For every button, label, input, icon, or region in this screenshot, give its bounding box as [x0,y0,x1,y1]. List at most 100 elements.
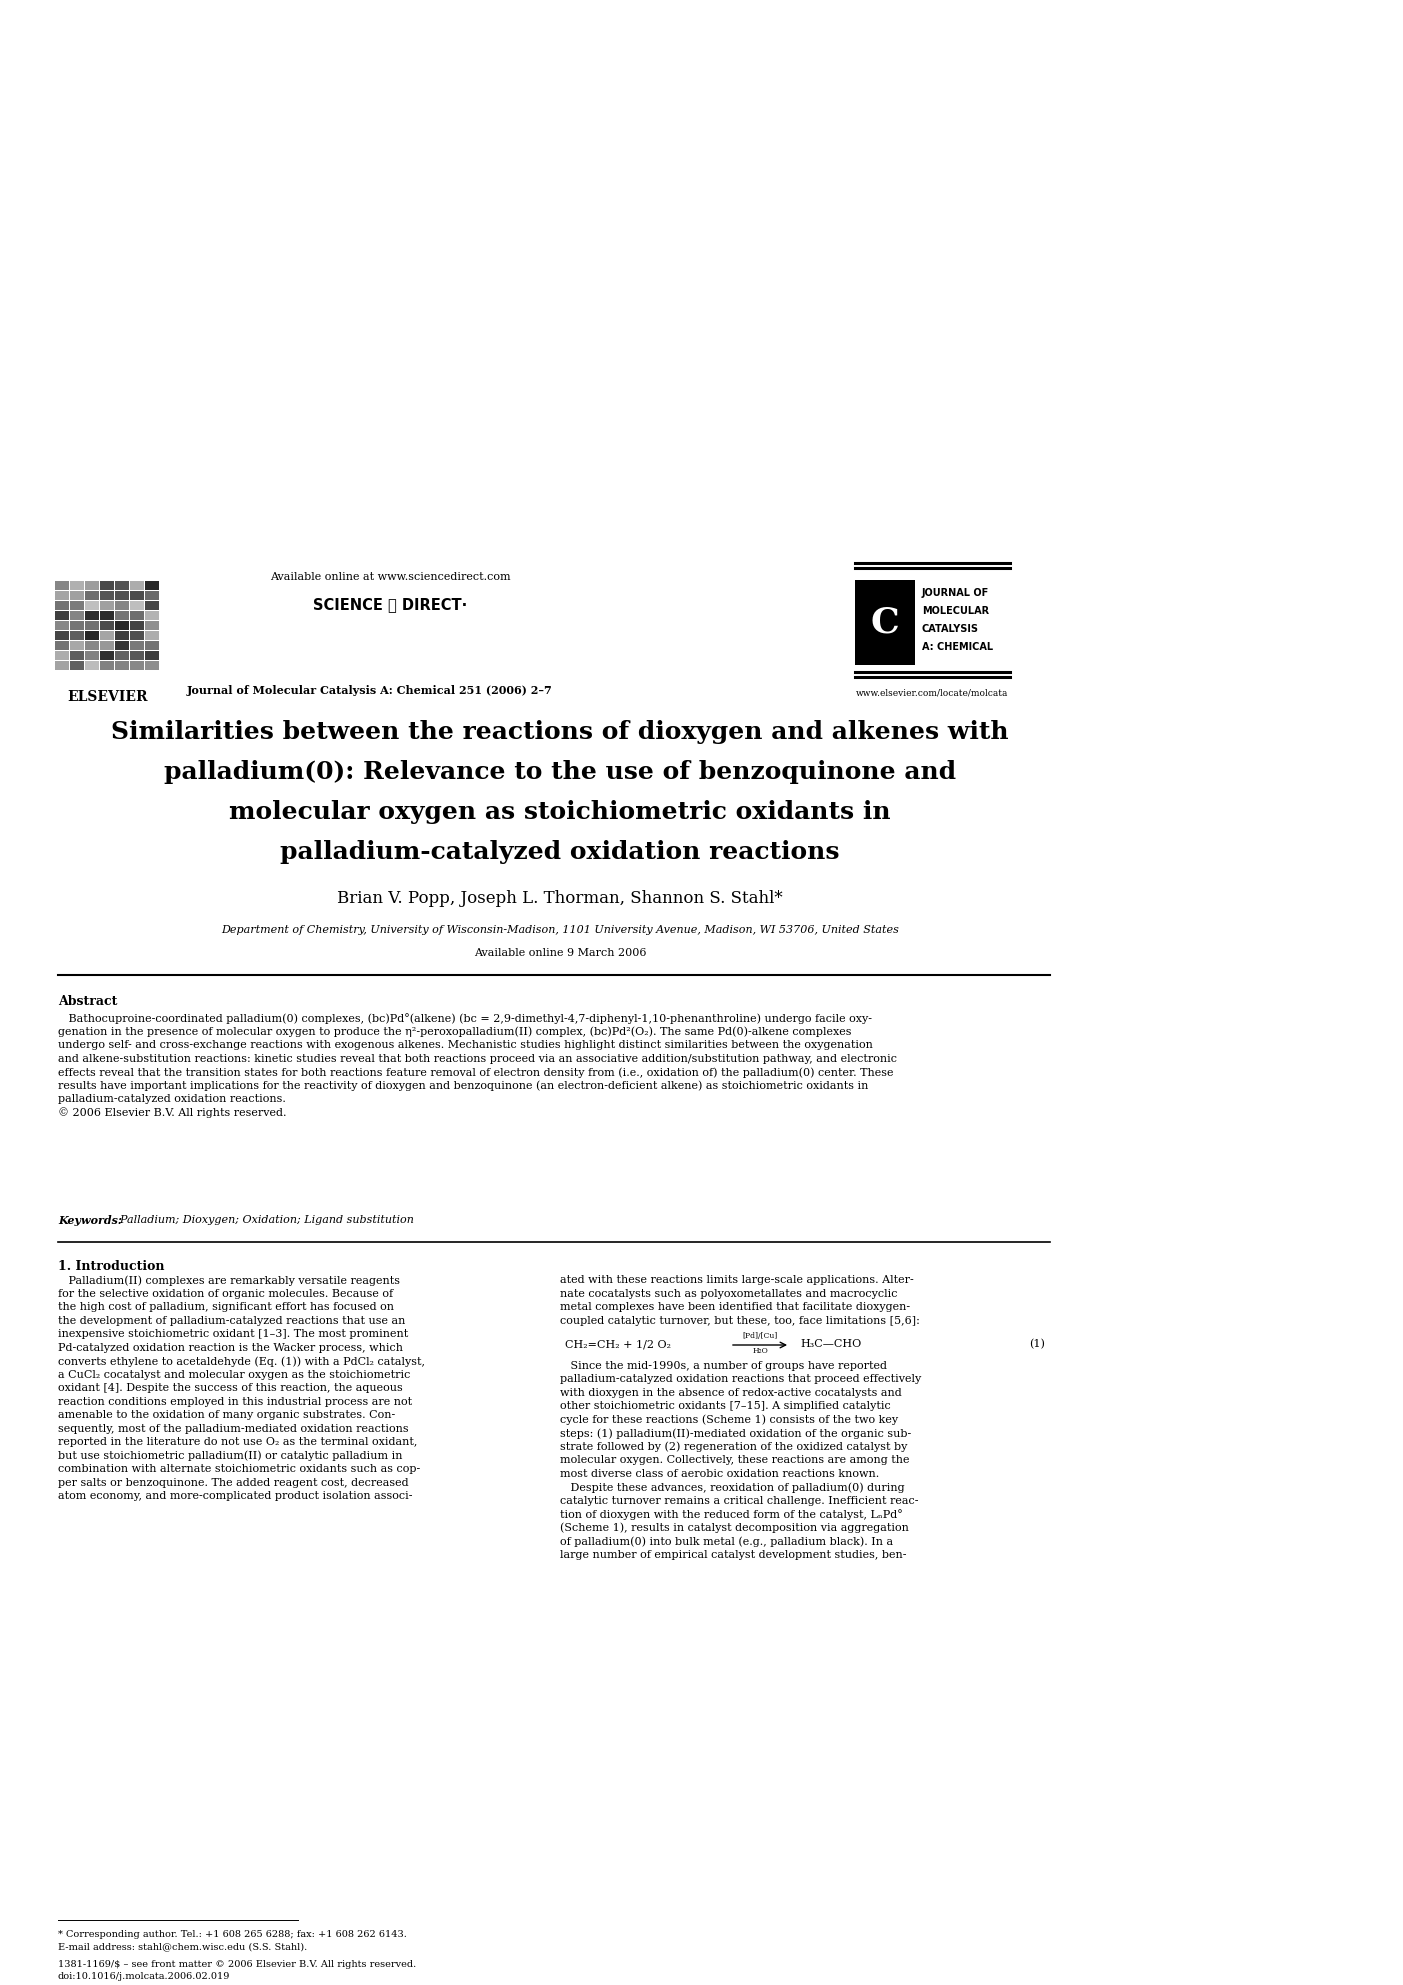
Bar [115,601,129,609]
Text: (1): (1) [1030,1340,1045,1350]
Text: JOURNAL OF: JOURNAL OF [922,588,989,597]
Bar [70,601,84,609]
Bar [854,580,915,665]
Bar [100,611,114,619]
Bar [55,661,69,671]
Bar [130,631,145,639]
Bar [86,661,100,671]
Bar [145,641,160,649]
Bar [70,621,84,629]
Bar [70,651,84,659]
Text: most diverse class of aerobic oxidation reactions known.: most diverse class of aerobic oxidation … [560,1469,880,1479]
Text: nate cocatalysts such as polyoxometallates and macrocyclic: nate cocatalysts such as polyoxometallat… [560,1288,898,1298]
Text: cycle for these reactions (Scheme 1) consists of the two key: cycle for these reactions (Scheme 1) con… [560,1415,898,1425]
Bar [100,621,114,629]
Text: Available online at www.sciencedirect.com: Available online at www.sciencedirect.co… [269,572,511,582]
Text: per salts or benzoquinone. The added reagent cost, decreased: per salts or benzoquinone. The added rea… [58,1477,408,1487]
Bar [55,611,69,619]
Bar [145,621,160,629]
Text: the development of palladium-catalyzed reactions that use an: the development of palladium-catalyzed r… [58,1316,405,1326]
Text: palladium(0): Relevance to the use of benzoquinone and: palladium(0): Relevance to the use of be… [164,760,955,784]
Bar [70,582,84,590]
Text: inexpensive stoichiometric oxidant [1–3]. The most prominent: inexpensive stoichiometric oxidant [1–3]… [58,1330,408,1340]
Text: and alkene-substitution reactions: kinetic studies reveal that both reactions pr: and alkene-substitution reactions: kinet… [58,1054,897,1064]
Bar [55,641,69,649]
Text: tion of dioxygen with the reduced form of the catalyst, LₙPd°: tion of dioxygen with the reduced form o… [560,1509,902,1521]
Text: for the selective oxidation of organic molecules. Because of: for the selective oxidation of organic m… [58,1288,393,1298]
Text: H₂O: H₂O [752,1348,767,1356]
Bar [100,661,114,671]
Text: * Corresponding author. Tel.: +1 608 265 6288; fax: +1 608 262 6143.: * Corresponding author. Tel.: +1 608 265… [58,1929,407,1939]
Text: ated with these reactions limits large-scale applications. Alter-: ated with these reactions limits large-s… [560,1274,913,1284]
Bar [145,661,160,671]
Text: palladium-catalyzed oxidation reactions: palladium-catalyzed oxidation reactions [281,840,840,863]
Text: www.elsevier.com/locate/molcata: www.elsevier.com/locate/molcata [856,689,1009,697]
Bar [100,592,114,599]
Text: genation in the presence of molecular oxygen to produce the η²-peroxopalladium(I: genation in the presence of molecular ox… [58,1026,852,1036]
Bar [145,592,160,599]
Text: reaction conditions employed in this industrial process are not: reaction conditions employed in this ind… [58,1397,412,1407]
Text: ELSEVIER: ELSEVIER [67,691,147,705]
Bar [70,611,84,619]
Text: amenable to the oxidation of many organic substrates. Con-: amenable to the oxidation of many organi… [58,1409,396,1419]
Bar [145,582,160,590]
Bar [86,592,100,599]
Bar [70,631,84,639]
Text: effects reveal that the transition states for both reactions feature removal of : effects reveal that the transition state… [58,1068,894,1078]
Text: molecular oxygen as stoichiometric oxidants in: molecular oxygen as stoichiometric oxida… [229,800,891,824]
Text: but use stoichiometric palladium(II) or catalytic palladium in: but use stoichiometric palladium(II) or … [58,1451,403,1461]
Bar [100,641,114,649]
Text: converts ethylene to acetaldehyde (Eq. (1)) with a PdCl₂ catalyst,: converts ethylene to acetaldehyde (Eq. (… [58,1356,425,1366]
Bar [115,651,129,659]
Bar [130,661,145,671]
Bar [100,631,114,639]
Bar [55,601,69,609]
Bar [55,651,69,659]
Bar [145,631,160,639]
Text: Despite these advances, reoxidation of palladium(0) during: Despite these advances, reoxidation of p… [560,1483,905,1493]
Text: E-mail address: stahl@chem.wisc.edu (S.S. Stahl).: E-mail address: stahl@chem.wisc.edu (S.S… [58,1941,307,1951]
Text: MOLECULAR: MOLECULAR [922,605,989,615]
Bar [86,601,100,609]
Bar [115,631,129,639]
Text: Keywords:: Keywords: [58,1215,122,1227]
Text: results have important implications for the reactivity of dioxygen and benzoquin: results have important implications for … [58,1080,868,1092]
Bar [130,641,145,649]
Bar [115,582,129,590]
Bar [130,611,145,619]
Text: Available online 9 March 2006: Available online 9 March 2006 [474,949,647,959]
Bar [115,592,129,599]
Bar [55,582,69,590]
Text: A: CHEMICAL: A: CHEMICAL [922,641,993,651]
Text: palladium-catalyzed oxidation reactions that proceed effectively: palladium-catalyzed oxidation reactions … [560,1374,922,1384]
Text: combination with alternate stoichiometric oxidants such as cop-: combination with alternate stoichiometri… [58,1465,421,1475]
Bar [115,621,129,629]
Bar [86,641,100,649]
Bar [86,621,100,629]
Text: CATALYSIS: CATALYSIS [922,623,979,633]
Bar [115,641,129,649]
Text: doi:10.1016/j.molcata.2006.02.019: doi:10.1016/j.molcata.2006.02.019 [58,1971,230,1981]
Text: Since the mid-1990s, a number of groups have reported: Since the mid-1990s, a number of groups … [560,1360,887,1370]
Bar [115,661,129,671]
Text: the high cost of palladium, significant effort has focused on: the high cost of palladium, significant … [58,1302,394,1312]
Bar [100,601,114,609]
Bar [130,651,145,659]
Text: atom economy, and more-complicated product isolation associ-: atom economy, and more-complicated produ… [58,1491,412,1501]
Text: Abstract: Abstract [58,994,118,1008]
Bar [86,631,100,639]
Bar [145,651,160,659]
Bar [100,582,114,590]
Text: with dioxygen in the absence of redox-active cocatalysts and: with dioxygen in the absence of redox-ac… [560,1388,902,1397]
Text: of palladium(0) into bulk metal (e.g., palladium black). In a: of palladium(0) into bulk metal (e.g., p… [560,1536,894,1546]
Text: Department of Chemistry, University of Wisconsin-Madison, 1101 University Avenue: Department of Chemistry, University of W… [222,925,899,935]
Text: palladium-catalyzed oxidation reactions.: palladium-catalyzed oxidation reactions. [58,1094,286,1104]
Bar [130,621,145,629]
Text: metal complexes have been identified that facilitate dioxygen-: metal complexes have been identified tha… [560,1302,911,1312]
Text: Journal of Molecular Catalysis A: Chemical 251 (2006) 2–7: Journal of Molecular Catalysis A: Chemic… [187,685,553,697]
Text: C: C [871,605,899,639]
Bar [145,611,160,619]
Text: undergo self- and cross-exchange reactions with exogenous alkenes. Mechanistic s: undergo self- and cross-exchange reactio… [58,1040,873,1050]
Bar [70,592,84,599]
Text: steps: (1) palladium(II)-mediated oxidation of the organic sub-: steps: (1) palladium(II)-mediated oxidat… [560,1427,912,1439]
